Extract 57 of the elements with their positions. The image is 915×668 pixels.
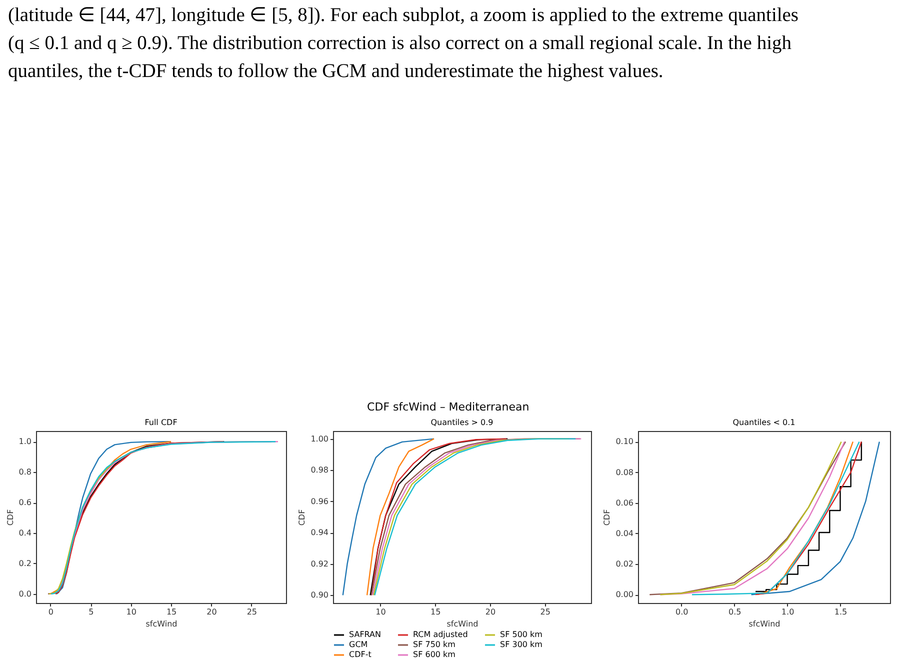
x-tick-label: 0: [48, 608, 54, 616]
y-tick-label: 0.98: [310, 466, 328, 475]
x-tick-label: 0.0: [676, 608, 688, 616]
line-series: [366, 438, 435, 596]
line-series: [691, 441, 860, 596]
legend-label: SF 500 km: [500, 630, 543, 639]
legend-label: CDF-t: [349, 650, 372, 659]
y-axis-title: CDF: [298, 508, 307, 526]
x-tick-label: 10: [126, 608, 136, 616]
legend-label: SF 600 km: [413, 650, 456, 659]
legend-label: RCM adjusted: [413, 630, 468, 639]
legend-label: SAFRAN: [349, 630, 382, 639]
y-tick-label: 0.8: [18, 468, 32, 477]
y-tick-label: 0.00: [616, 590, 634, 600]
y-tick-label: 0.2: [18, 558, 32, 568]
x-tick-label: 20: [206, 608, 217, 616]
x-axis-title: sfcWind: [748, 620, 780, 628]
y-tick-label: 0.08: [616, 468, 634, 477]
x-tick-label: 15: [430, 608, 441, 616]
x-tick-label: 20: [485, 608, 496, 616]
chart-subtitle: Quantiles > 0.9: [430, 418, 494, 427]
x-tick-label: 10: [376, 608, 386, 616]
x-tick-label: 25: [540, 608, 550, 616]
x-axis-title: sfcWind: [146, 620, 178, 628]
x-tick-label: 5: [88, 608, 94, 616]
line-series: [342, 438, 435, 596]
y-tick-label: 0.6: [18, 498, 32, 508]
chart-title: CDF sfcWind – Mediterranean: [367, 400, 530, 414]
x-axis-title: sfcWind: [446, 620, 478, 628]
text: quantiles, the t-CDF tends to follow the GCM and underestimate the highest values.: [8, 60, 664, 84]
chart-title: Quantiles < 0.1: [732, 418, 796, 427]
legend-label: SF 300 km: [500, 640, 543, 649]
x-tick-label: 0.5: [728, 608, 742, 616]
y-tick-label: 0.06: [616, 498, 634, 508]
x-tick-label: 1.0: [781, 608, 794, 616]
legend-label: SF 750 km: [413, 640, 456, 649]
y-tick-label: 0.04: [616, 528, 634, 538]
y-tick-label: 0.02: [616, 560, 634, 569]
x-tick-label: 1.5: [834, 608, 848, 616]
line-series: [750, 441, 880, 596]
y-tick-label: 1.00: [310, 434, 328, 444]
text: (latitude ∈ [44, 47], longitude ∈ [5, 8]). For each subplot, a zoom is applied to the extreme quantiles: [8, 4, 799, 28]
x-tick-label: 25: [246, 608, 258, 616]
y-tick-label: 1.0: [18, 437, 32, 446]
y-tick-label: 0.4: [18, 528, 32, 538]
chart-title: Full CDF: [144, 418, 178, 427]
y-axis-title: CDF: [6, 508, 15, 526]
y-tick-label: 0.10: [616, 437, 634, 446]
text: (q ≤ 0.1 and q ≥ 0.9). The distribution correction is also correct on a small regional scale. In the high: [8, 32, 793, 56]
y-tick-label: 0.94: [310, 528, 328, 538]
y-tick-label: 0.0: [18, 589, 32, 598]
x-tick-label: 15: [166, 608, 177, 616]
legend-label: GCM: [349, 640, 368, 649]
y-tick-label: 0.96: [310, 496, 328, 506]
y-tick-label: 0.90: [310, 590, 328, 600]
y-tick-label: 0.92: [310, 559, 328, 568]
y-axis-title: CDF: [602, 508, 612, 526]
